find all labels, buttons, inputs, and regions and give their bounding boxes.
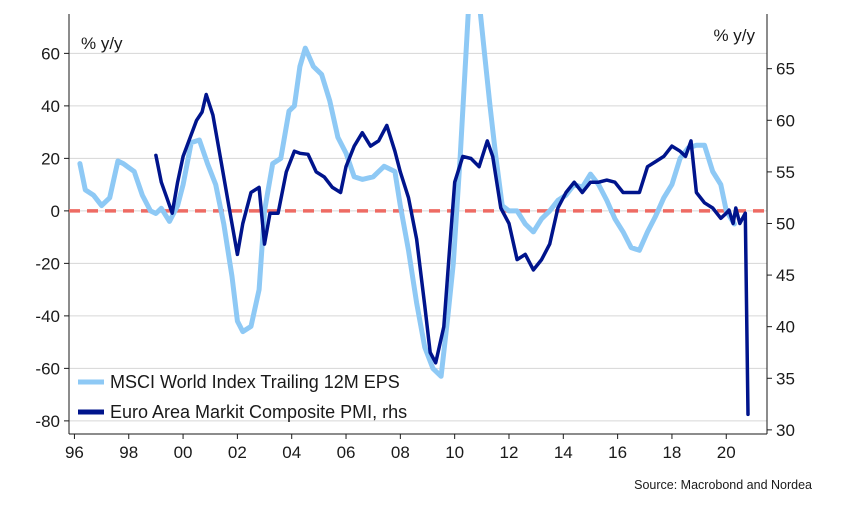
legend-label-pmi: Euro Area Markit Composite PMI, rhs xyxy=(110,402,407,422)
x-tick-label: 00 xyxy=(174,443,193,462)
series-line-eps xyxy=(77,14,737,379)
left-tick-label: 20 xyxy=(41,149,60,168)
tick-labels: 60 40 20 0 -20 -40 -60 -80 65 60 55 50 45 40 35 30 96 98 0… xyxy=(35,44,795,462)
x-tick-label: 16 xyxy=(608,443,627,462)
left-tick-label: 60 xyxy=(41,44,60,63)
series-line-pmi xyxy=(154,92,750,417)
left-tick-label: -60 xyxy=(35,359,60,378)
source-note: Source: Macrobond and Nordea xyxy=(634,478,812,492)
x-tick-label: 96 xyxy=(65,443,84,462)
left-tick-label: -20 xyxy=(35,254,60,273)
left-tick-label: 0 xyxy=(51,202,60,221)
right-tick-label: 35 xyxy=(776,369,795,388)
axes xyxy=(68,14,768,435)
left-tick-label: -80 xyxy=(35,412,60,431)
series-lines xyxy=(77,14,750,417)
right-tick-label: 55 xyxy=(776,163,795,182)
x-tick-label: 20 xyxy=(717,443,736,462)
left-tick-label: 40 xyxy=(41,97,60,116)
legend-label-eps: MSCI World Index Trailing 12M EPS xyxy=(110,372,400,392)
x-tick-label: 08 xyxy=(391,443,410,462)
right-tick-label: 50 xyxy=(776,214,795,233)
x-tick-label: 02 xyxy=(228,443,247,462)
x-tick-label: 98 xyxy=(119,443,138,462)
right-tick-label: 30 xyxy=(776,421,795,440)
x-tick-label: 06 xyxy=(337,443,356,462)
right-tick-label: 60 xyxy=(776,111,795,130)
x-tick-label: 12 xyxy=(500,443,519,462)
x-tick-label: 04 xyxy=(282,443,301,462)
right-tick-label: 40 xyxy=(776,318,795,337)
x-tick-label: 10 xyxy=(445,443,464,462)
right-tick-label: 65 xyxy=(776,60,795,79)
x-tick-label: 14 xyxy=(554,443,573,462)
legend: MSCI World Index Trailing 12M EPS Euro A… xyxy=(78,372,407,422)
left-axis-unit-label: % y/y xyxy=(81,34,123,53)
x-tick-label: 18 xyxy=(662,443,681,462)
right-tick-label: 45 xyxy=(776,266,795,285)
left-tick-label: -40 xyxy=(35,307,60,326)
right-axis-unit-label: % y/y xyxy=(713,26,755,45)
